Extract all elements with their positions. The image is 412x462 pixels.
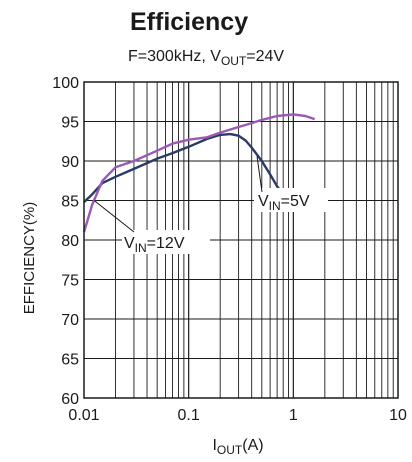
x-axis-label-sub: OUT	[217, 443, 243, 457]
x-axis-label-tail: (A)	[242, 437, 263, 454]
x-axis-label: IOUT(A)	[212, 437, 263, 457]
x-tick-label: 0.01	[68, 407, 99, 424]
x-tick-labels: 0.01 0.1 1 10	[68, 407, 407, 424]
series-lines	[82, 113, 316, 233]
chart-title: Efficiency	[130, 8, 248, 36]
annotation-vin-12v-tail: =12V	[147, 235, 185, 252]
annotation-vin-12v-leader	[93, 200, 135, 233]
x-tick-label: 0.1	[178, 407, 200, 424]
grid	[84, 82, 398, 398]
annotation-vin-5v-label: VIN=5V	[258, 193, 310, 213]
annotation-vin-12v-bg	[122, 230, 210, 254]
annotation-vin-5v-leader	[256, 156, 263, 193]
chart-subtitle: F=300kHz, VOUT=24V	[128, 48, 284, 68]
y-tick-label: 60	[61, 391, 79, 408]
series-line-1	[82, 113, 316, 233]
annotation-vin-5v-tail: =5V	[281, 193, 310, 210]
x-tick-label: 10	[389, 407, 407, 424]
y-tick-label: 65	[61, 352, 79, 369]
annotation-vin-12v: VIN=12V	[93, 200, 210, 255]
x-axis-label-main: I	[212, 437, 216, 454]
y-tick-label: 100	[52, 75, 79, 92]
y-tick-labels: 60 65 70 75 80 85 90 95 100	[52, 75, 79, 408]
annotation-vin-5v: VIN=5V	[254, 156, 328, 213]
plot-frame	[83, 81, 399, 399]
y-tick-label: 70	[61, 312, 79, 329]
y-tick-label: 80	[61, 233, 79, 250]
series-line-0	[83, 132, 285, 203]
annotation-vin-12v-main: V	[124, 235, 135, 252]
annotation-vin-12v-sub: IN	[135, 241, 147, 255]
subtitle-part-1: F=300kHz, V	[128, 48, 221, 65]
y-tick-label: 85	[61, 194, 79, 211]
y-tick-label: 75	[61, 273, 79, 290]
annotation-vin-12v-label: VIN=12V	[124, 235, 185, 255]
y-axis-label: EFFICIENCY(%)	[21, 202, 38, 315]
annotation-vin-5v-main: V	[258, 193, 269, 210]
y-tick-label: 90	[61, 154, 79, 171]
x-tick-label: 1	[289, 407, 298, 424]
subtitle-sub: OUT	[221, 54, 247, 68]
annotation-vin-5v-bg	[254, 188, 328, 212]
annotation-vin-5v-sub: IN	[269, 199, 281, 213]
subtitle-part-2: =24V	[246, 48, 284, 65]
y-tick-label: 95	[61, 115, 79, 132]
